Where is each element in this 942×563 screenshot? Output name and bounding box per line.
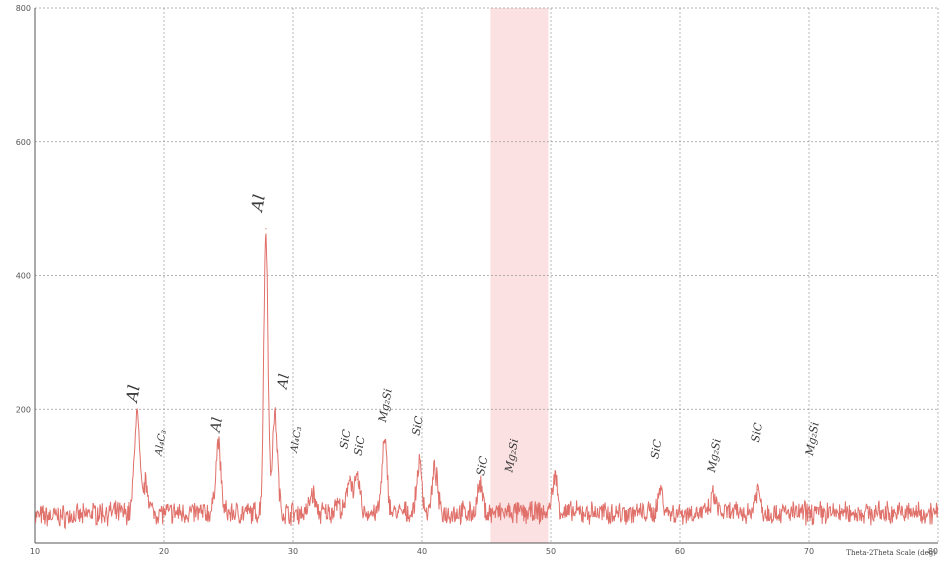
annotation-label-11: Mg₂Si bbox=[502, 438, 521, 475]
annotation-label-7: SiC bbox=[352, 435, 368, 457]
annotation-label-3: Al bbox=[247, 193, 269, 215]
peak-point-3 bbox=[265, 228, 267, 230]
annotation-label-15: Mg₂Si bbox=[803, 421, 822, 458]
annotation-label-2: Al bbox=[207, 416, 226, 435]
annotation-label-9: SiC bbox=[410, 415, 426, 437]
x-tick-label-80: 80 bbox=[928, 547, 938, 556]
x-tick-labels: 10 20 30 40 50 60 70 80 bbox=[30, 547, 938, 556]
peak-point-0 bbox=[136, 411, 138, 414]
peak-point-15 bbox=[712, 495, 715, 497]
x-tick-label-70: 70 bbox=[804, 547, 814, 556]
peak-point-8 bbox=[356, 478, 359, 481]
peak-point-11 bbox=[434, 468, 436, 471]
peak-point-2 bbox=[217, 442, 219, 444]
peak-points bbox=[136, 228, 759, 504]
axes bbox=[34, 8, 938, 544]
annotation-label-0: Al bbox=[122, 384, 144, 406]
y-tick-label-200: 200 bbox=[16, 405, 31, 414]
annotation-label-12: SiC bbox=[648, 438, 664, 460]
peak-point-10 bbox=[418, 462, 421, 464]
peak-point-9 bbox=[383, 442, 386, 444]
peak-point-5 bbox=[311, 492, 313, 494]
x-tick-label-20: 20 bbox=[159, 547, 169, 556]
y-tick-label-600: 600 bbox=[16, 138, 31, 147]
x-tick-label-10: 10 bbox=[30, 547, 40, 556]
peak-point-16 bbox=[756, 488, 759, 491]
peak-point-7 bbox=[349, 475, 351, 477]
annotation-label-4: Al bbox=[274, 373, 293, 392]
peak-point-1 bbox=[145, 482, 147, 484]
peak-point-4 bbox=[274, 415, 276, 417]
peak-point-6 bbox=[336, 502, 338, 504]
peak-point-12 bbox=[479, 485, 481, 487]
annotation-label-13: Mg₂Si bbox=[705, 438, 724, 475]
x-tick-label-50: 50 bbox=[546, 547, 556, 556]
annotation-label-8: Mg₂Si bbox=[376, 388, 395, 425]
annotation-label-5: Al₄C₃ bbox=[289, 426, 305, 455]
annotation-label-6: SiC bbox=[337, 428, 353, 450]
y-tick-label-400: 400 bbox=[16, 272, 31, 281]
annotation-label-10: SiC bbox=[474, 455, 490, 477]
peak-point-13 bbox=[554, 475, 556, 477]
peak-point-14 bbox=[660, 488, 662, 491]
x-tick-label-60: 60 bbox=[675, 547, 685, 556]
x-tick-label-30: 30 bbox=[288, 547, 298, 556]
series-line-diffraction-trace bbox=[34, 233, 939, 530]
y-tick-labels: 200 400 600 800 bbox=[16, 4, 31, 414]
y-tick-label-800: 800 bbox=[16, 4, 31, 13]
x-tick-label-40: 40 bbox=[417, 547, 427, 556]
annotation-label-14: SiC bbox=[749, 421, 765, 443]
x-axis-label: Theta-2Theta Scale (deg) bbox=[846, 549, 936, 557]
annotation-label-1: Al₄C₃ bbox=[153, 429, 169, 458]
